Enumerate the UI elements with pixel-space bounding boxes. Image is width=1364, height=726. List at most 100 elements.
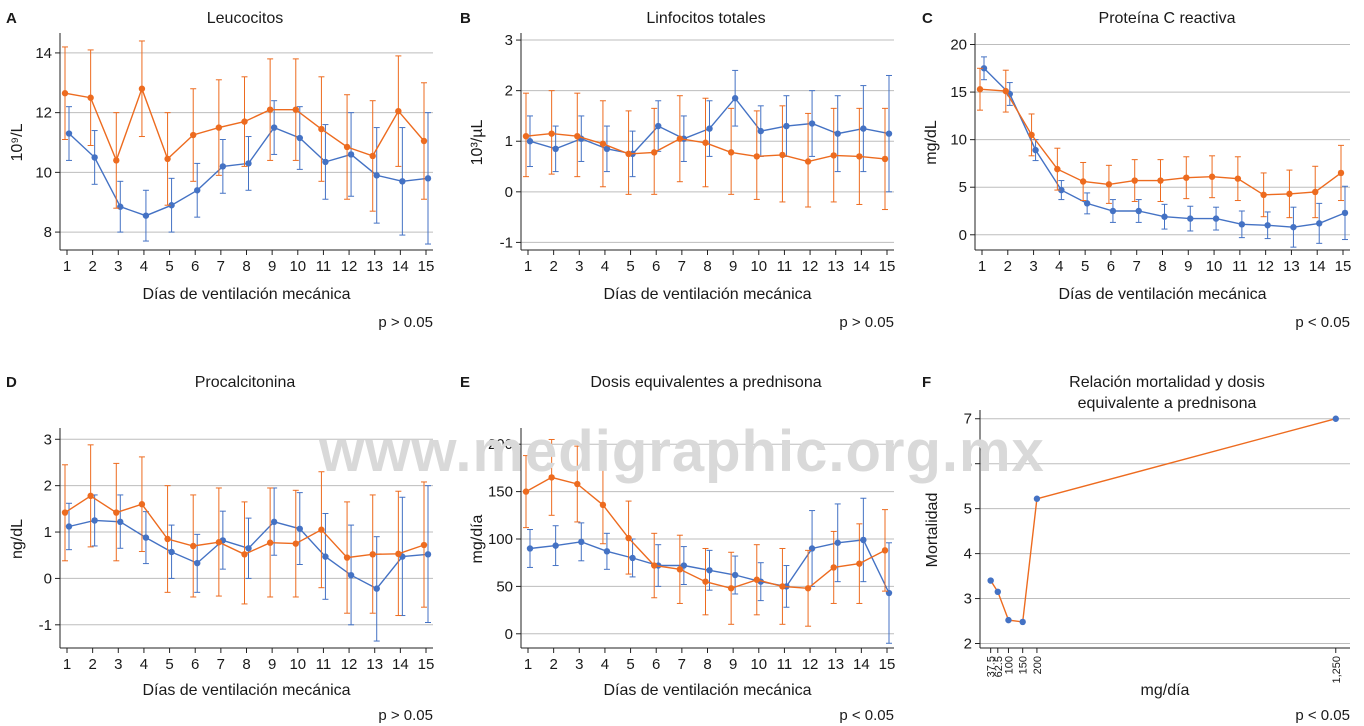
data-point: [1264, 222, 1271, 229]
data-point: [113, 509, 120, 516]
series-orange: [522, 90, 889, 211]
x-tick-label: 10: [289, 258, 306, 275]
chart-title: Proteína C reactiva: [1099, 10, 1236, 27]
data-point: [292, 540, 299, 547]
data-point: [625, 534, 632, 542]
y-tick-label: 15: [950, 84, 967, 101]
data-point: [343, 554, 351, 561]
x-axis-label: Días de ventilación mecánica: [603, 286, 811, 303]
x-tick-label: 1: [63, 656, 71, 673]
x-tick-label: 12: [341, 656, 358, 673]
data-point: [270, 124, 278, 131]
data-point: [87, 94, 94, 101]
data-point: [1131, 177, 1138, 184]
data-point: [142, 212, 150, 219]
data-point: [420, 137, 428, 145]
x-tick-label: 5: [1081, 258, 1089, 275]
x-tick-label: 12: [341, 258, 358, 275]
data-point: [138, 501, 146, 508]
y-tick-label: 3: [964, 591, 972, 608]
data-point: [1238, 221, 1246, 228]
data-point: [522, 132, 530, 140]
data-point: [87, 492, 94, 500]
x-tick-label: 4: [1055, 258, 1063, 275]
x-tick-label: 15: [418, 258, 435, 275]
data-point: [1290, 223, 1297, 231]
x-tick-label: 10: [1206, 258, 1223, 275]
chart-title: Procalcitonina: [195, 374, 296, 391]
data-point: [1105, 181, 1113, 188]
y-tick-label: 0: [44, 570, 52, 587]
panel-letter: B: [460, 10, 471, 27]
data-point: [727, 149, 735, 156]
x-tick-label: 14: [853, 258, 870, 275]
data-point: [245, 160, 252, 167]
x-axis-label: Días de ventilación mecánica: [142, 682, 350, 699]
x-tick-label: 37.5: [986, 656, 998, 677]
data-point: [113, 157, 120, 164]
data-point: [1019, 618, 1026, 626]
data-point: [322, 553, 329, 560]
data-point: [976, 86, 984, 93]
y-tick-label: 12: [35, 105, 52, 122]
data-point: [552, 145, 559, 153]
chart-title: Dosis equivalentes a prednisona: [590, 374, 821, 391]
x-tick-label: 7: [678, 656, 686, 673]
data-point: [1161, 213, 1168, 220]
series-orange: [61, 40, 428, 212]
y-tick-label: 10: [950, 132, 967, 149]
x-tick-label: 14: [392, 656, 409, 673]
data-point: [373, 172, 380, 179]
data-point: [1337, 169, 1345, 177]
data-point: [322, 158, 329, 166]
x-tick-label: 15: [879, 258, 896, 275]
x-tick-label: 1: [63, 258, 71, 275]
data-point: [599, 501, 607, 509]
y-axis-label: 10³/µL: [469, 120, 486, 166]
x-tick-label: 1: [978, 258, 986, 275]
data-point: [804, 585, 812, 592]
data-point: [548, 474, 555, 481]
data-point: [117, 518, 124, 526]
y-axis-label: Mortalidad: [924, 493, 941, 568]
data-point: [420, 541, 428, 549]
x-tick-label: 6: [652, 258, 660, 275]
data-point: [1002, 87, 1009, 95]
data-point: [574, 480, 581, 488]
y-tick-label: 0: [505, 184, 513, 201]
data-point: [526, 545, 534, 552]
series-blue: [980, 56, 1349, 248]
data-point: [373, 585, 380, 592]
y-tick-label: 1: [44, 524, 52, 541]
data-point: [994, 588, 1001, 596]
x-tick-label: 7: [678, 258, 686, 275]
data-point: [1083, 200, 1091, 207]
x-tick-label: 12: [802, 656, 819, 673]
data-point: [1183, 174, 1190, 181]
x-tick-label: 4: [601, 656, 609, 673]
x-tick-label: 14: [853, 656, 870, 673]
data-point: [676, 135, 684, 142]
data-point: [296, 134, 303, 142]
data-point: [369, 152, 376, 160]
data-point: [194, 187, 201, 194]
x-axis-label: Días de ventilación mecánica: [603, 682, 811, 699]
data-point: [219, 163, 227, 170]
data-point: [395, 107, 402, 115]
x-tick-label: 150: [1018, 656, 1030, 674]
y-tick-label: 50: [496, 578, 513, 595]
series-orange: [522, 438, 889, 627]
y-tick-label: 2: [964, 636, 972, 653]
x-tick-label: 13: [827, 656, 844, 673]
x-tick-label: 4: [601, 258, 609, 275]
data-point: [117, 203, 124, 210]
x-tick-label: 3: [575, 258, 583, 275]
y-tick-label: 100: [488, 531, 513, 548]
x-tick-label: 13: [827, 258, 844, 275]
y-tick-label: 8: [44, 224, 52, 241]
data-point: [1033, 495, 1041, 502]
